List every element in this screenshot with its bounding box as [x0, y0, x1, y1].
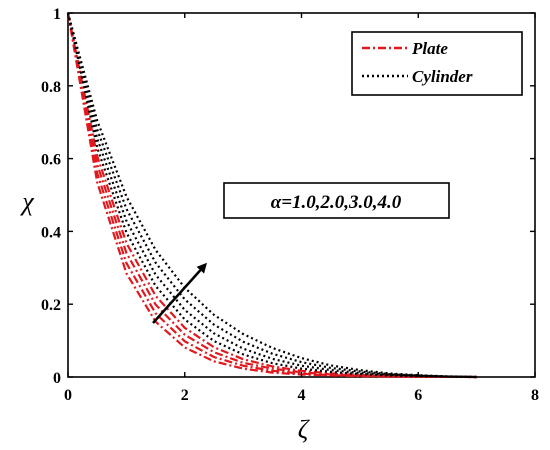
series-line-cylinder-1: [66, 12, 477, 379]
y-tick-label: 0.4: [41, 224, 61, 241]
x-tick-label: 0: [64, 387, 72, 404]
x-tick-label: 8: [531, 387, 539, 404]
series-line-plate-3: [66, 12, 477, 379]
series-line-cylinder-2: [66, 12, 477, 379]
series-line-cylinder-3: [66, 12, 477, 379]
x-tick-label: 4: [298, 387, 306, 404]
series-line-plate-1: [66, 12, 477, 379]
legend-label-plate: Plate: [411, 39, 448, 58]
x-axis-ticks: 0 2 4 6 8: [64, 13, 539, 404]
series-line-plate-2: [66, 12, 477, 379]
series-layer: [66, 12, 477, 379]
y-tick-label: 0: [53, 370, 61, 387]
legend-label-cylinder: Cylinder: [412, 67, 473, 86]
parameter-annotation: α=1.0,2.0,3.0,4.0: [223, 182, 450, 219]
series-line-plate-4: [66, 12, 477, 379]
x-axis-label: ζ: [298, 415, 310, 444]
y-tick-label: 0.6: [41, 152, 61, 169]
annotation-box: [223, 182, 450, 219]
x-tick-label: 6: [414, 387, 422, 404]
y-axis-ticks: 0 0.2 0.4 0.6 0.8 1: [41, 6, 535, 387]
legend-box: [351, 31, 523, 96]
y-axis-label: χ: [19, 187, 34, 216]
trend-arrow: [152, 262, 208, 324]
x-tick-label: 2: [181, 387, 189, 404]
legend: Plate Cylinder: [351, 31, 523, 96]
annotation-text: α=1.0,2.0,3.0,4.0: [271, 192, 402, 213]
y-tick-label: 0.8: [41, 79, 61, 96]
y-tick-label: 1: [53, 6, 61, 23]
y-tick-label: 0.2: [41, 297, 61, 314]
